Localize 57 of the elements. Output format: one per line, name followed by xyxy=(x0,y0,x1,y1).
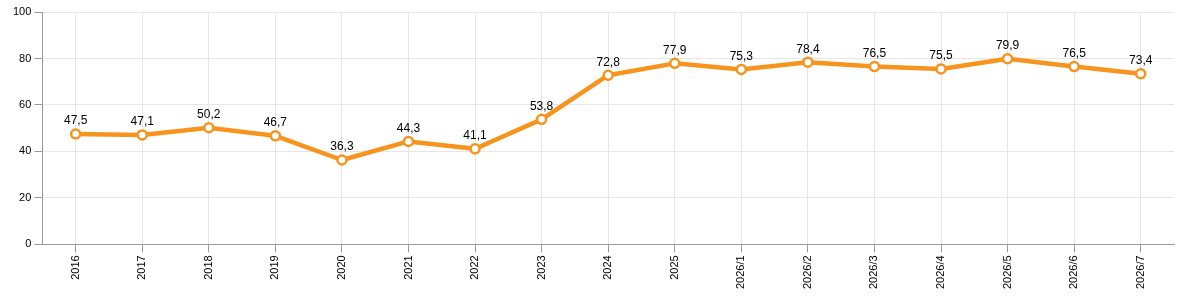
y-tick-label: 60 xyxy=(19,97,32,110)
point xyxy=(935,63,947,75)
x-tick-label: 2020 xyxy=(334,255,347,280)
x-tick-label: 2026/1 xyxy=(734,255,747,290)
x-tick-label: 2021 xyxy=(401,255,414,280)
x-tick-label: 2017 xyxy=(135,255,148,280)
point xyxy=(136,129,148,141)
y-tick-label: 100 xyxy=(12,5,32,18)
point xyxy=(868,60,881,73)
data-label: 50,2 xyxy=(197,107,221,122)
x-tick-label: 2019 xyxy=(268,255,281,280)
data-label: 75,5 xyxy=(929,48,954,63)
data-label: 44,3 xyxy=(396,120,421,135)
data-label: 76,5 xyxy=(1062,45,1087,60)
point xyxy=(269,130,282,142)
point xyxy=(1001,52,1014,65)
x-tick-label: 2024 xyxy=(601,255,614,280)
point xyxy=(203,121,215,134)
point xyxy=(69,128,82,140)
y-tick-label: 80 xyxy=(19,51,32,64)
x-tick-label: 2026/2 xyxy=(800,255,813,290)
y-tick-label: 20 xyxy=(19,190,32,203)
data-label: 46,7 xyxy=(263,115,288,130)
point xyxy=(668,57,681,70)
point xyxy=(535,113,548,126)
x-tick-label: 2023 xyxy=(534,255,547,280)
data-label: 73,4 xyxy=(1129,53,1153,68)
x-tick-label: 2025 xyxy=(667,255,680,280)
data-label: 53,8 xyxy=(529,98,554,113)
data-label: 36,3 xyxy=(330,139,354,154)
x-tick-label: 2022 xyxy=(468,255,481,280)
y-tick-label: 40 xyxy=(19,144,32,157)
y-tick-label: 0 xyxy=(25,237,32,250)
data-label: 77,9 xyxy=(663,42,687,57)
data-label: 76,5 xyxy=(862,45,887,60)
x-tick-label: 2026/6 xyxy=(1067,255,1080,290)
x-tick-label: 2018 xyxy=(201,255,214,280)
point xyxy=(336,154,348,166)
data-label: 72,8 xyxy=(596,54,621,69)
point xyxy=(469,143,481,155)
point xyxy=(1134,68,1147,80)
data-label: 47,5 xyxy=(63,113,88,128)
point xyxy=(735,63,748,76)
data-label: 79,9 xyxy=(995,38,1020,53)
data-label: 75,3 xyxy=(729,48,754,63)
x-tick-label: 2026/3 xyxy=(867,255,880,290)
point xyxy=(402,135,415,148)
data-label: 78,4 xyxy=(796,41,820,56)
data-label: 41,1 xyxy=(463,128,488,143)
point xyxy=(802,56,814,68)
x-tick-label: 2026/5 xyxy=(1000,255,1013,290)
point xyxy=(1068,60,1080,73)
x-tick-label: 2026/4 xyxy=(934,255,947,290)
x-tick-label: 2016 xyxy=(68,255,81,280)
x-tick-label: 2026/7 xyxy=(1133,255,1146,290)
point xyxy=(602,69,614,81)
data-label: 47,1 xyxy=(130,114,155,129)
